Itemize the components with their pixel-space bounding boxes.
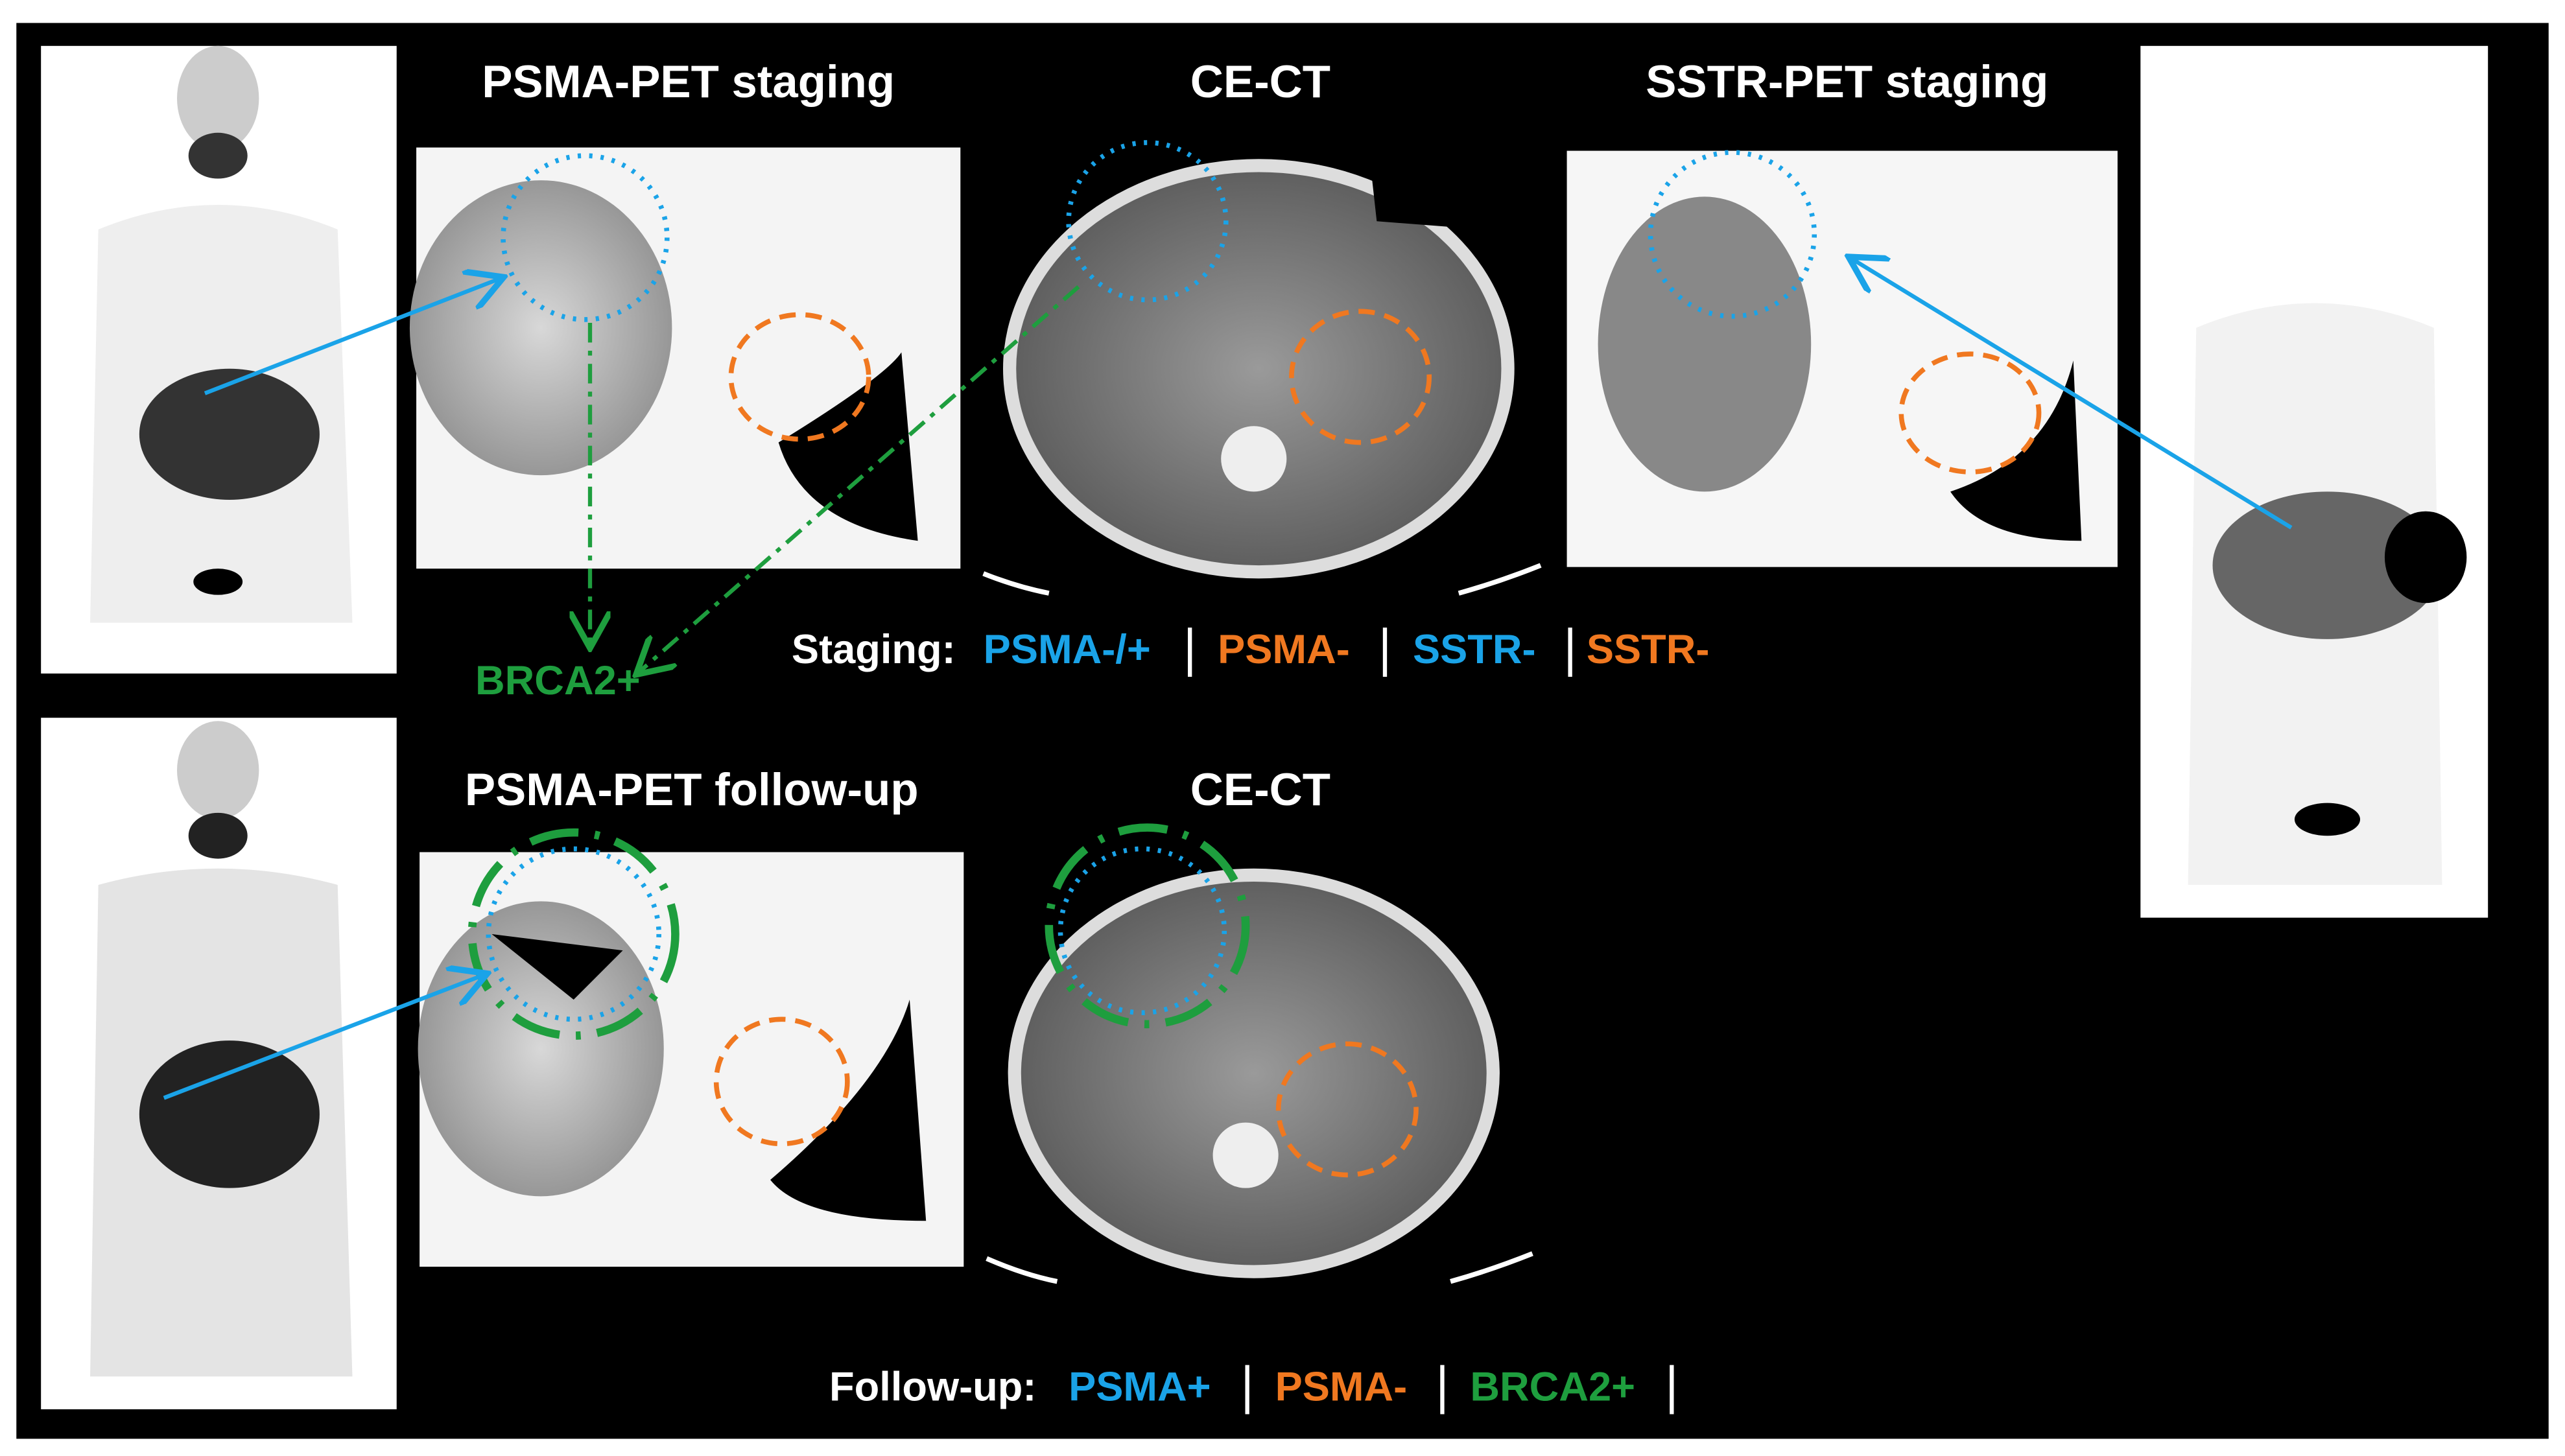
- mip-sstr: [2140, 45, 2488, 918]
- mip-staging: [41, 45, 397, 674]
- sstr-staging-image: [1566, 150, 2118, 567]
- legend-item: PSMA-: [1275, 1364, 1408, 1409]
- separators: [1188, 628, 1674, 1415]
- legend-item: SSTR-: [1413, 627, 1536, 672]
- psma-staging-image: [409, 147, 961, 569]
- arrows: [163, 259, 2293, 1100]
- legend-label: Follow-up:: [829, 1364, 1036, 1409]
- title: PSMA-PET follow-up: [465, 764, 919, 815]
- legend-item: PSMA+: [1069, 1364, 1211, 1409]
- legend-item: SSTR-: [1587, 627, 1710, 672]
- legend-item: BRCA2+: [1470, 1364, 1635, 1409]
- title: PSMA-PET staging: [482, 56, 895, 107]
- title: CE-CT: [1190, 56, 1330, 107]
- mip-followup: [41, 718, 397, 1409]
- region-markers: [467, 140, 2042, 1178]
- legend-item: PSMA-/+: [984, 627, 1151, 672]
- ct-staging-image: [982, 147, 1542, 596]
- psma-followup-image: [418, 852, 964, 1267]
- legend-label: Staging:: [792, 627, 956, 672]
- title: CE-CT: [1190, 764, 1330, 815]
- title: SSTR-PET staging: [1646, 56, 2048, 107]
- annotation: BRCA2+: [475, 658, 641, 703]
- legend-item: PSMA-: [1218, 627, 1350, 672]
